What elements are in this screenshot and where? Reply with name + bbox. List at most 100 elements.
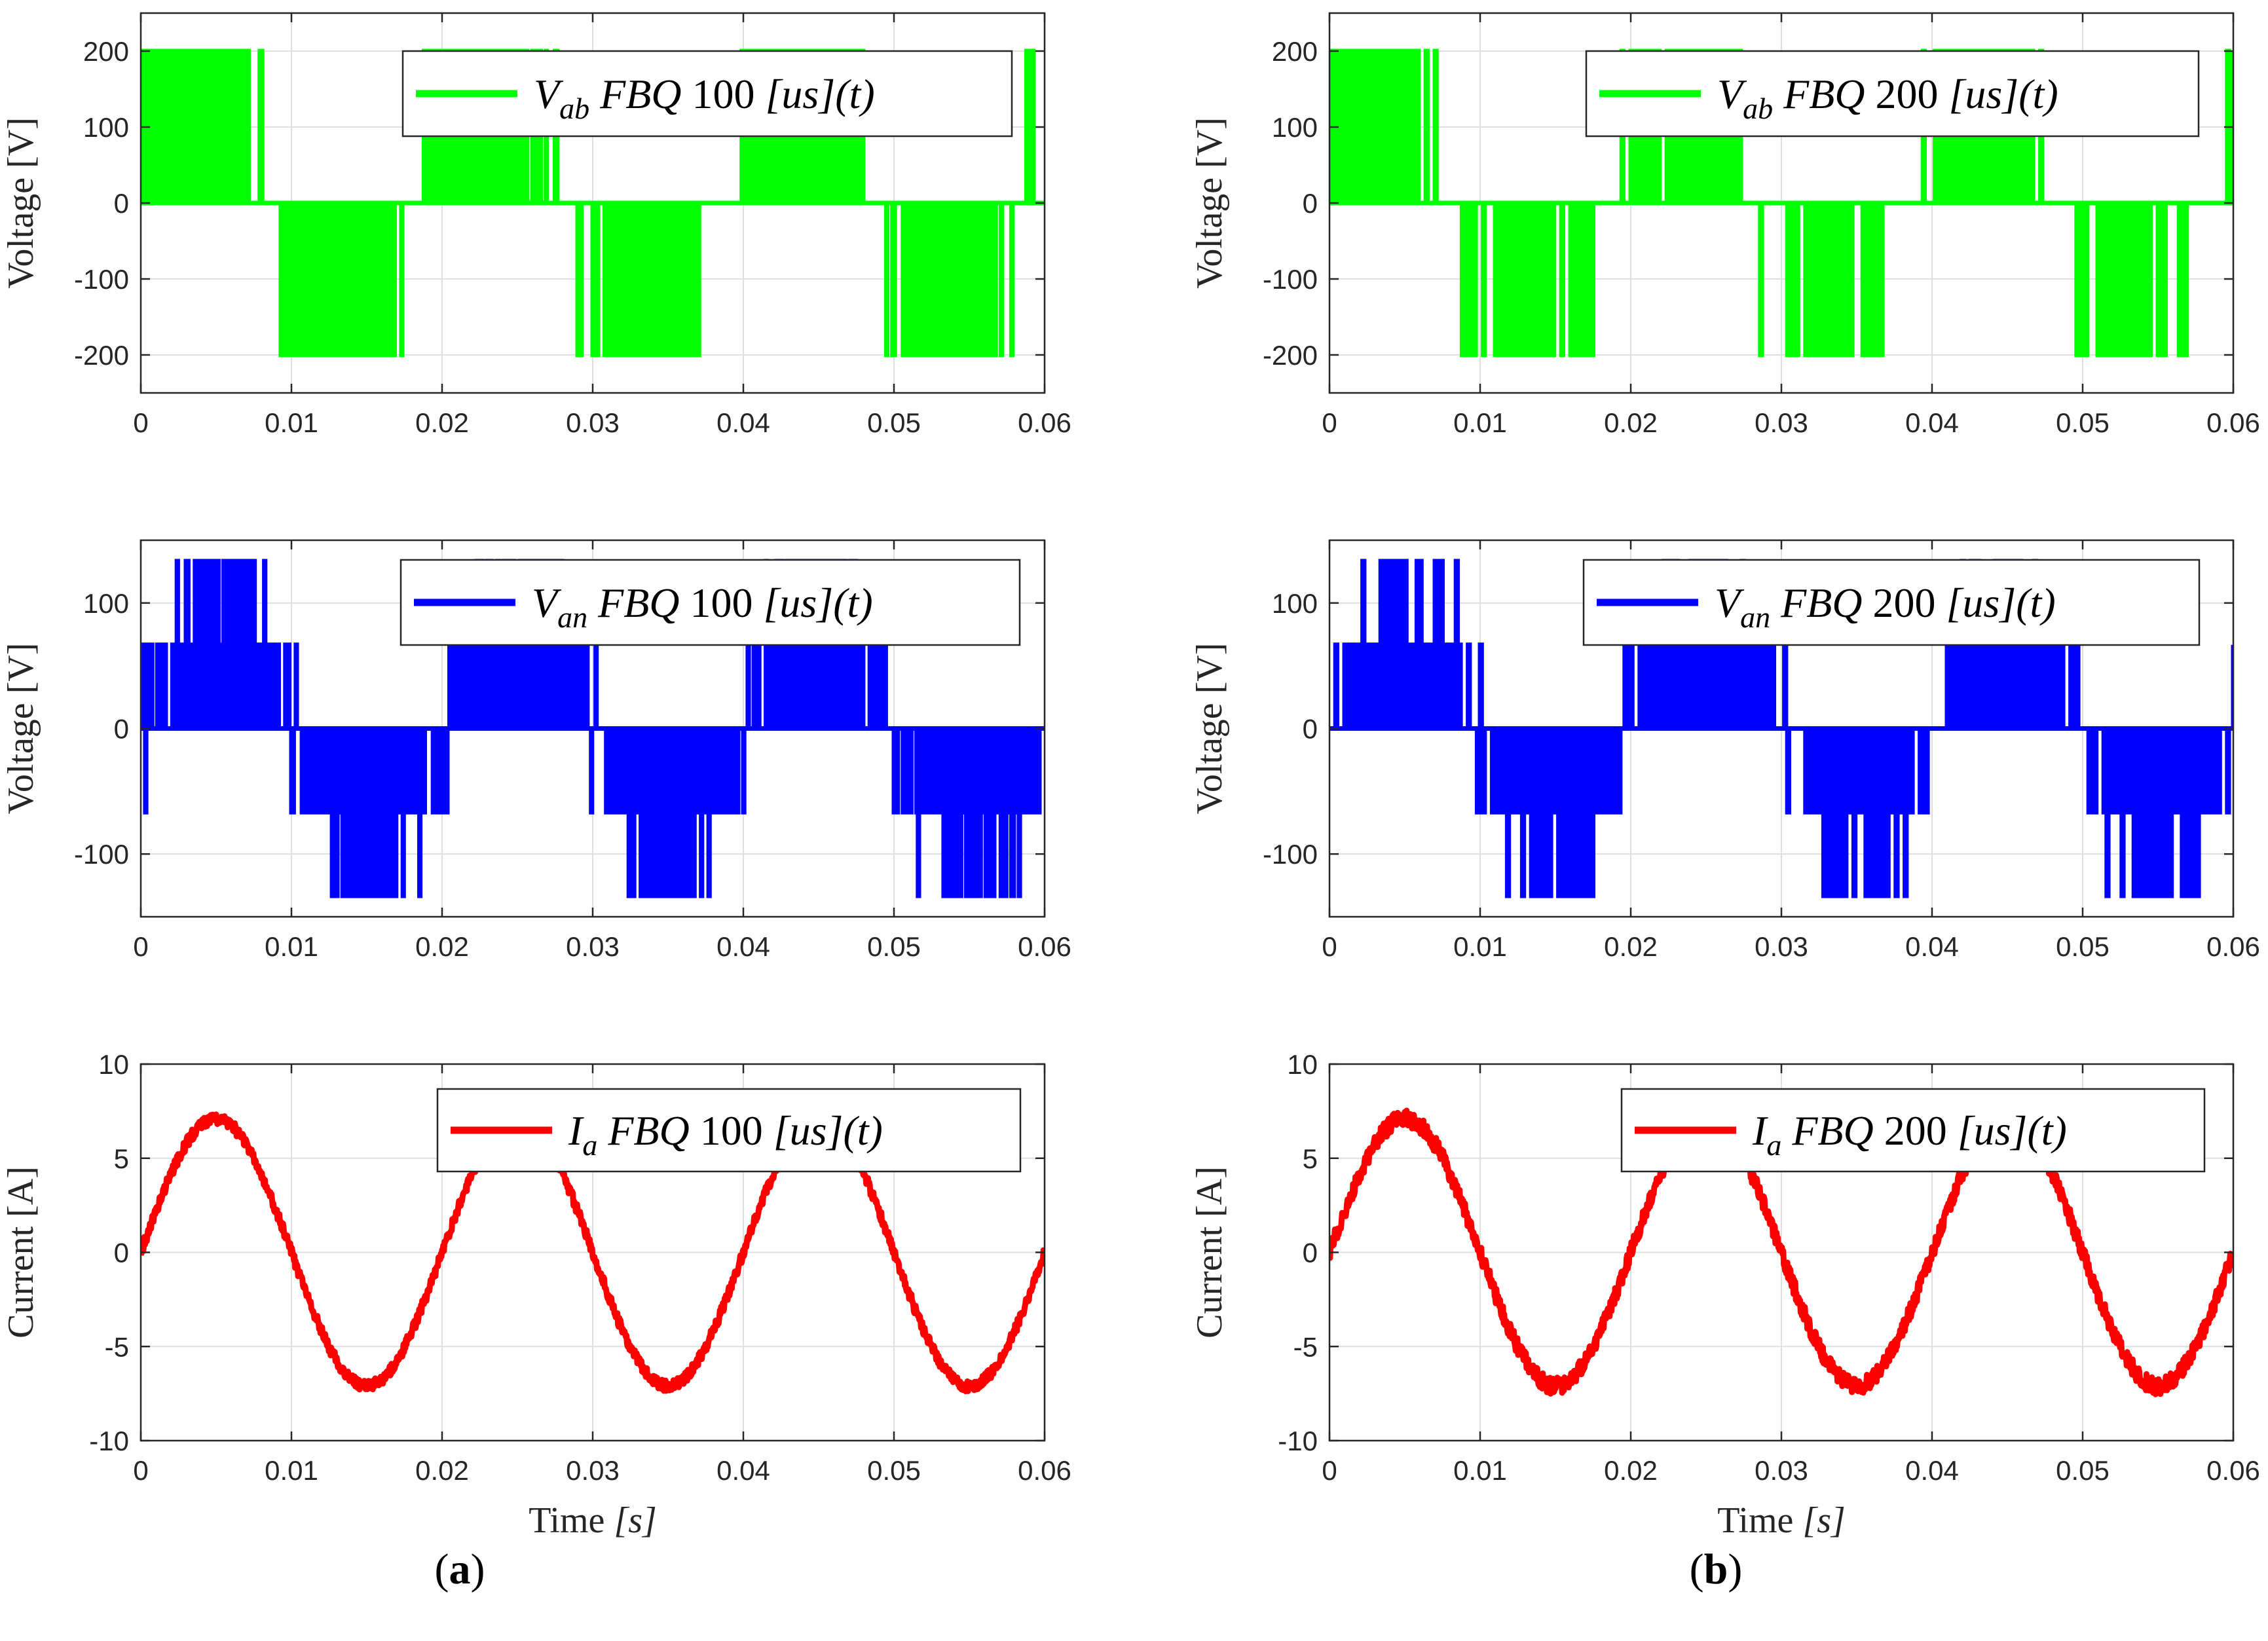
vab-series-line [1329, 48, 2233, 358]
y-tick-label: -100 [74, 264, 129, 295]
y-tick-label: 0 [1303, 714, 1318, 745]
x-tick-label: 0.03 [566, 931, 620, 962]
van-series-line [141, 559, 1045, 898]
y-tick-label: 5 [114, 1143, 129, 1174]
x-tick-label: 0 [1322, 407, 1337, 438]
x-tick-label: 0.06 [2206, 407, 2260, 438]
y-tick-label: -100 [1263, 839, 1318, 870]
y-tick-label: 200 [1272, 36, 1318, 67]
legend: Ia FBQ 200 [us](t) [1620, 1088, 2206, 1173]
x-tick-label: 0.01 [265, 931, 318, 962]
x-tick-label: 0.04 [716, 407, 770, 438]
x-axis-title: Time [s] [1717, 1500, 1846, 1541]
legend: Van FBQ 200 [us](t) [1582, 559, 2201, 646]
vab-series-line [141, 48, 1045, 358]
x-tick-label: 0.01 [1453, 931, 1507, 962]
x-tick-label: 0.05 [867, 931, 921, 962]
chart-panels: 0 0.01 0.02 0.03 0.04 0.05 0.06-200-1000100200… [1, 12, 2260, 1541]
y-tick-label: 10 [1287, 1049, 1318, 1080]
y-tick-label: 100 [1272, 588, 1318, 619]
x-tick-label: 0.01 [1453, 407, 1507, 438]
x-tick-label: 0.02 [1604, 1455, 1658, 1486]
x-tick-label: 0.01 [1453, 1455, 1507, 1486]
legend-label: Van FBQ 200 [us](t) [1715, 580, 2056, 634]
x-tick-label: 0.02 [415, 1455, 469, 1486]
y-tick-label: 0 [114, 188, 129, 219]
x-tick-label: 0.06 [1018, 407, 1071, 438]
legend-label: Van FBQ 100 [us](t) [532, 580, 873, 634]
y-tick-label: -5 [1293, 1331, 1318, 1362]
y-tick-label: 5 [1303, 1143, 1318, 1174]
x-tick-label: 0.04 [716, 931, 770, 962]
y-tick-label: 100 [1272, 112, 1318, 143]
x-tick-label: 0.04 [716, 1455, 770, 1486]
x-axis-title: Time [s] [529, 1500, 657, 1541]
chart-b-vab: 0 0.01 0.02 0.03 0.04 0.05 0.06 -200 -100 0 100 200… [1189, 12, 2260, 438]
y-axis-title: Voltage [V] [1, 117, 41, 289]
y-axis-title: Current [A] [1189, 1166, 1230, 1338]
y-tick-label: -10 [1278, 1426, 1318, 1456]
x-tick-label: 0.06 [1018, 1455, 1071, 1486]
x-tick-label: 0.05 [867, 1455, 921, 1486]
legend-label: Vab FBQ 200 [us](t) [1717, 71, 2058, 125]
x-tick-label: 0.01 [265, 407, 318, 438]
legend: Vab FBQ 200 [us](t) [1585, 50, 2200, 138]
chart-b-ia: 0 0.01 0.02 0.03 0.04 0.05 0.06 -10 -5 0 5 10 Curren… [1189, 1049, 2260, 1541]
y-tick-label: 100 [83, 112, 129, 143]
x-tick-label: 0.05 [2056, 931, 2110, 962]
ia-series-line [141, 1111, 1045, 1395]
x-tick-label: 0.06 [1018, 931, 1071, 962]
x-tick-label: 0.02 [415, 407, 469, 438]
y-tick-label: -100 [74, 839, 129, 870]
x-tick-label: 0.02 [415, 931, 469, 962]
chart-a-ia: 0 0.01 0.02 0.03 0.04 0.05 0.06 -10 -5 0 5 10 Curren… [1, 1049, 1071, 1541]
x-tick-label: 0.04 [1905, 407, 1959, 438]
x-tick-label: 0.03 [1755, 931, 1808, 962]
legend-label: Vab FBQ 100 [us](t) [534, 71, 875, 125]
x-tick-label: 0.04 [1905, 1455, 1959, 1486]
y-tick-label: 100 [83, 588, 129, 619]
legend: Ia FBQ 100 [us](t) [436, 1088, 1022, 1173]
x-tick-label: 0 [133, 931, 148, 962]
x-tick-label: 0 [1322, 931, 1337, 962]
panel-tag-a: (a) [435, 1545, 485, 1593]
x-tick-label: 0.02 [1604, 407, 1658, 438]
y-axis-title: Current [A] [1, 1166, 41, 1338]
y-tick-label: 10 [98, 1049, 129, 1080]
y-tick-label: 0 [1303, 188, 1318, 219]
x-tick-label: 0.06 [2206, 931, 2260, 962]
x-tick-label: 0 [1322, 1455, 1337, 1486]
y-tick-label: -100 [1263, 264, 1318, 295]
panel-tag-b: (b) [1690, 1545, 1743, 1593]
y-tick-label: 0 [114, 714, 129, 745]
x-tick-label: 0 [133, 407, 148, 438]
x-tick-label: 0.03 [566, 407, 620, 438]
x-tick-label: 0.05 [2056, 407, 2110, 438]
legend: Vab FBQ 100 [us](t) [401, 50, 1013, 138]
x-tick-label: 0.02 [1604, 931, 1658, 962]
x-tick-label: 0.05 [2056, 1455, 2110, 1486]
y-tick-label: 0 [1303, 1238, 1318, 1268]
chart-a-vab: 0 0.01 0.02 0.03 0.04 0.05 0.06 -200 -100 0 100 200… [1, 12, 1071, 438]
x-tick-label: 0.03 [1755, 1455, 1808, 1486]
chart-a-van: 0 0.01 0.02 0.03 0.04 0.05 0.06 -100 0 100 Voltage… [1, 539, 1071, 962]
ia-series-line [1329, 1107, 2233, 1397]
y-tick-label: -5 [105, 1331, 129, 1362]
legend: Van FBQ 100 [us](t) [400, 559, 1021, 646]
y-axis-title: Voltage [V] [1, 643, 41, 815]
x-tick-label: 0 [133, 1455, 148, 1486]
x-tick-label: 0.03 [566, 1455, 620, 1486]
y-axis-title: Voltage [V] [1189, 643, 1230, 815]
van-series-line [1329, 559, 2233, 898]
x-tick-label: 0.06 [2206, 1455, 2260, 1486]
chart-b-van: 0 0.01 0.02 0.03 0.04 0.05 0.06 -100 0 100 Voltage… [1189, 539, 2260, 962]
x-tick-label: 0.03 [1755, 407, 1808, 438]
y-tick-label: -10 [89, 1426, 129, 1456]
y-axis-title: Voltage [V] [1189, 117, 1230, 289]
y-tick-label: -200 [74, 340, 129, 371]
x-tick-label: 0.01 [265, 1455, 318, 1486]
x-tick-label: 0.04 [1905, 931, 1959, 962]
x-tick-label: 0.05 [867, 407, 921, 438]
y-tick-label: 200 [83, 36, 129, 67]
